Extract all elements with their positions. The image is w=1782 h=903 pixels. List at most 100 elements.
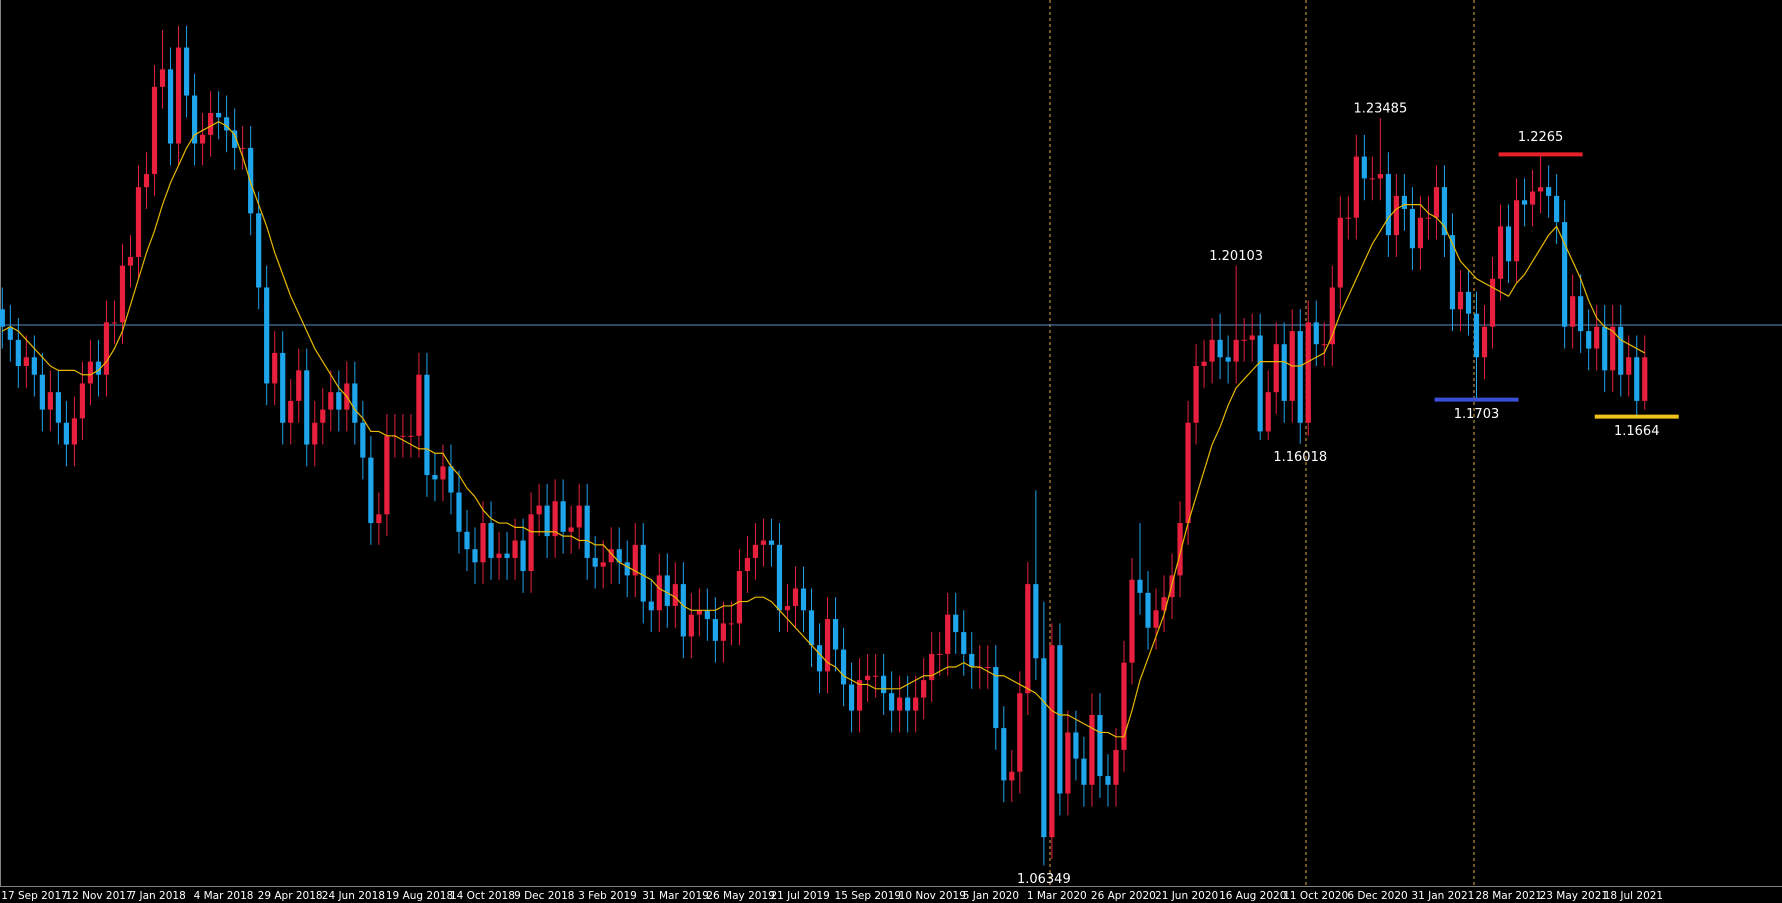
moving-average (2, 121, 1646, 738)
x-tick-label: 11 Oct 2020 (1283, 890, 1348, 902)
x-tick-label: 3 Feb 2019 (578, 890, 637, 902)
candle-body (424, 374, 430, 476)
x-tick-label: 15 Sep 2019 (835, 890, 902, 902)
candle-body (808, 610, 815, 646)
candle-body (552, 501, 558, 537)
candle-body (608, 549, 614, 563)
candle-body (905, 697, 911, 711)
candle-body (873, 675, 879, 677)
candle-body (520, 540, 526, 572)
candle-body (1602, 326, 1608, 371)
candle-body (961, 632, 967, 654)
candle-body (792, 588, 799, 606)
candle-body (1009, 771, 1015, 781)
x-tick-label: 26 May 2019 (706, 890, 774, 902)
candle-body (760, 540, 767, 545)
candle-body (560, 501, 566, 532)
candle-body (945, 614, 951, 654)
candle-body (200, 134, 206, 144)
candle-body (1513, 200, 1520, 262)
candle-body (752, 544, 759, 558)
candle-body (1273, 344, 1279, 393)
candle-body (856, 680, 863, 711)
candle-body (1025, 584, 1031, 694)
candle-body (1377, 174, 1383, 179)
candle-body (464, 531, 470, 550)
candle-body (712, 619, 718, 641)
candle-body (368, 457, 374, 524)
candle-body (656, 575, 662, 611)
candle-body (216, 112, 222, 118)
candle-body (1425, 217, 1432, 219)
candle-body (1297, 331, 1303, 423)
candle-body (1642, 357, 1648, 401)
candle-body (1610, 326, 1616, 371)
x-tick-label: 9 Dec 2018 (514, 890, 574, 902)
candle-body (1393, 195, 1399, 236)
candle-body (79, 383, 86, 419)
candle-body (616, 549, 622, 563)
candle-body (1385, 174, 1391, 236)
candle-body (784, 605, 791, 611)
candle-body (1137, 579, 1143, 593)
candle-body (1177, 523, 1183, 576)
x-tick-label: 14 Oct 2018 (450, 890, 515, 902)
candle-body (864, 675, 871, 681)
candle-body (816, 645, 823, 672)
candle-body (440, 466, 446, 480)
candle-body (1057, 645, 1063, 794)
candle-body (1401, 195, 1407, 209)
candle-body (103, 322, 110, 375)
candle-body (1113, 749, 1119, 785)
candle-body (304, 370, 310, 445)
candle-body (696, 610, 702, 615)
candle-body (312, 422, 318, 445)
candle-body (127, 256, 134, 266)
x-tick-label: 10 Nov 2019 (899, 890, 966, 902)
x-tick-label: 31 Mar 2019 (642, 890, 709, 902)
candle-body (584, 505, 590, 558)
candle-body (768, 540, 775, 545)
candle-body (1465, 291, 1472, 314)
candle-body (1554, 195, 1560, 223)
candle-body (1562, 222, 1568, 327)
candle-body (504, 553, 510, 558)
candle-body (1473, 313, 1480, 358)
candle-body (680, 584, 686, 637)
candle-body (929, 653, 935, 681)
x-tick-label: 5 Jan 2020 (963, 890, 1019, 902)
candle-body (1049, 645, 1055, 838)
candle-body (488, 523, 494, 558)
candle-body (1265, 392, 1271, 432)
candle-body (384, 435, 390, 515)
candle-body (95, 361, 102, 375)
x-tick-label: 7 Jan 2018 (129, 890, 185, 902)
candle-body (993, 667, 999, 729)
candle-body (624, 562, 630, 576)
candle-body (1417, 217, 1424, 249)
candle-body (1321, 344, 1327, 346)
x-tick-label: 1 Mar 2020 (1027, 890, 1087, 902)
candle-body (111, 322, 118, 324)
x-tick-label: 6 Dec 2020 (1347, 890, 1407, 902)
candle-body (1433, 187, 1440, 218)
candle-body (1578, 296, 1584, 332)
candle-body (889, 693, 895, 711)
candle-body (1329, 287, 1335, 345)
candle-body (39, 374, 45, 410)
candle-body (191, 95, 198, 144)
price-label: 1.1664 (1614, 424, 1660, 439)
candle-body (1081, 758, 1087, 785)
candle-body (1281, 344, 1287, 401)
candle-body (1241, 339, 1247, 341)
candle-body (568, 527, 574, 532)
candle-body (208, 112, 214, 135)
candle-body (1249, 335, 1255, 340)
candle-body (1033, 584, 1039, 659)
candle-body (600, 562, 606, 567)
candle-body (448, 466, 454, 493)
candle-body (1105, 776, 1111, 785)
x-tick-label: 4 Mar 2018 (194, 890, 254, 902)
